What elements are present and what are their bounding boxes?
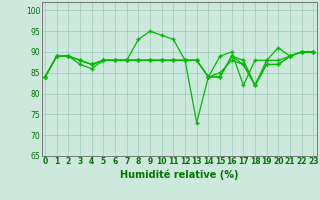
X-axis label: Humidité relative (%): Humidité relative (%) — [120, 169, 238, 180]
